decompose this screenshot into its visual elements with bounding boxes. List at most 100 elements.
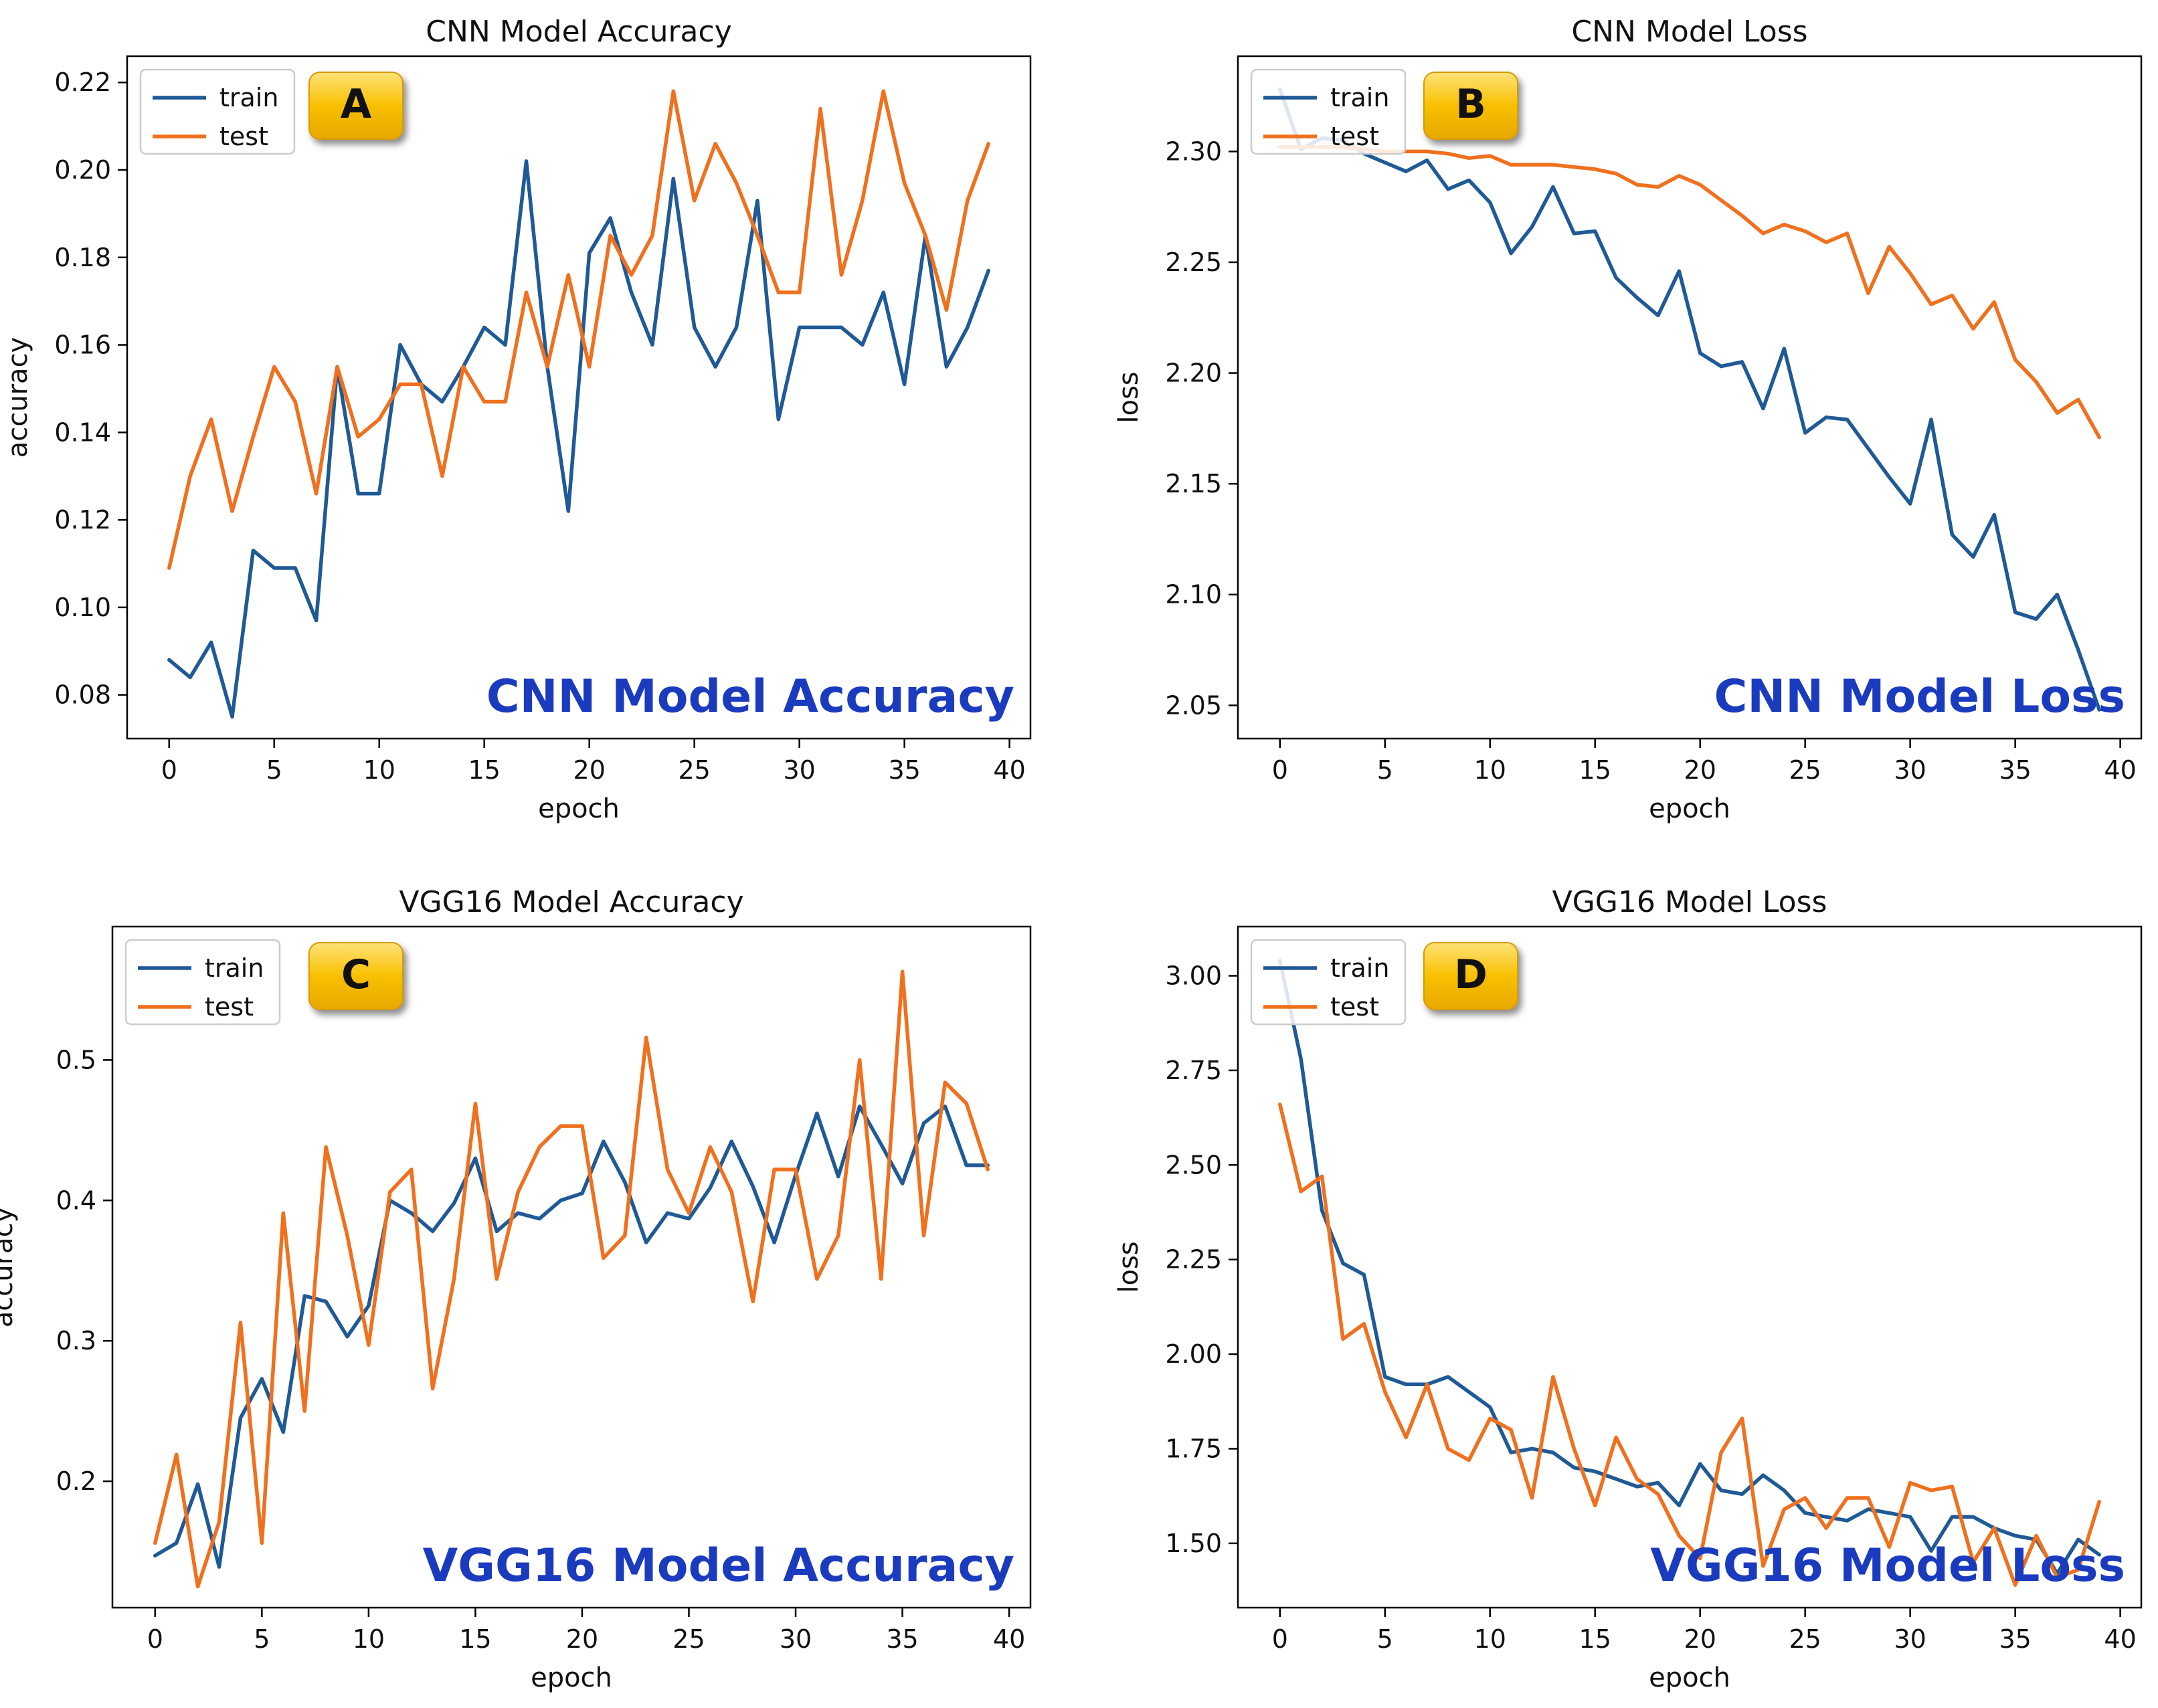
legend-label-train: train (1330, 953, 1389, 983)
x-tick-label: 5 (266, 755, 282, 785)
y-axis-label: loss (1113, 371, 1144, 423)
legend-label-test: test (1330, 992, 1379, 1022)
series-line-test (167, 89, 990, 570)
plot-frame (111, 925, 1032, 1609)
series-line-train (1278, 959, 2101, 1576)
legend-label-train: train (219, 83, 278, 112)
x-axis-label: epoch (531, 1663, 612, 1693)
badge-box (1423, 72, 1518, 140)
x-tick-label: 35 (1999, 1624, 2031, 1654)
legend: train test (1250, 939, 1407, 1026)
legend: train test (139, 68, 296, 155)
series-line-test (153, 969, 990, 1589)
series-line-test (1278, 1103, 2101, 1587)
x-tick-label: 30 (1894, 1624, 1926, 1654)
badge-box (1423, 942, 1518, 1010)
series-line-train (153, 1104, 990, 1569)
x-tick-label: 10 (1474, 755, 1506, 785)
badge-box (308, 72, 403, 140)
y-tick-label: 0.10 (54, 593, 111, 622)
x-tick-label: 0 (147, 1624, 163, 1654)
legend-label-test: test (1330, 122, 1379, 151)
y-tick-label: 0.3 (56, 1326, 96, 1355)
y-axis-label: accuracy (3, 337, 33, 458)
badge-letter: D (1454, 951, 1488, 998)
legend: train test (124, 939, 281, 1026)
series-line-train (1278, 87, 2101, 712)
y-tick-label: 0.22 (54, 68, 111, 97)
x-tick-label: 40 (2104, 755, 2136, 785)
y-tick-label: 0.18 (54, 243, 111, 272)
x-tick-label: 15 (1579, 755, 1611, 785)
x-tick-label: 20 (566, 1624, 598, 1654)
panel-caption: CNN Model Loss (1714, 670, 2125, 723)
chart-panel-a: CNN Model Accuracy 0 5 10 15 20 25 30 35 40 0.08 0.… (3, 15, 1032, 824)
x-tick-label: 20 (1684, 755, 1716, 785)
chart-title: CNN Model Accuracy (426, 15, 732, 49)
chart-title: VGG16 Model Loss (1552, 885, 1827, 919)
y-tick-label: 2.10 (1165, 580, 1222, 609)
legend-box (124, 939, 281, 1026)
x-tick-label: 0 (1272, 755, 1288, 785)
legend-label-train: train (205, 953, 264, 983)
chart-panel-c: VGG16 Model Accuracy 0 5 10 15 20 25 30 35 40 0.2 0… (0, 885, 1032, 1693)
x-tick-label: 0 (1272, 1624, 1288, 1654)
y-tick-label: 2.25 (1165, 248, 1222, 277)
y-tick-label: 2.75 (1165, 1056, 1222, 1085)
x-tick-label: 40 (2104, 1624, 2136, 1654)
series-line-test (1278, 145, 2101, 440)
chart-panel-b: CNN Model Loss 0 5 10 15 20 25 30 35 40 2.05 2.10 2.… (1113, 15, 2143, 824)
legend-box (1250, 68, 1407, 155)
x-tick-label: 30 (1894, 755, 1926, 785)
y-tick-label: 0.08 (54, 680, 111, 710)
x-axis-label: epoch (538, 793, 620, 824)
x-tick-label: 25 (1789, 755, 1821, 785)
y-tick-label: 0.2 (56, 1466, 96, 1496)
x-tick-label: 15 (468, 755, 501, 785)
series-group (1278, 959, 2101, 1587)
x-tick-label: 25 (1789, 1624, 1821, 1654)
chart-title: VGG16 Model Accuracy (399, 885, 743, 919)
x-tick-label: 40 (993, 755, 1025, 785)
badge-box (308, 942, 403, 1010)
x-tick-label: 15 (459, 1624, 491, 1654)
y-tick-label: 2.15 (1165, 469, 1222, 498)
panel-badge: A (308, 72, 403, 140)
x-axis-label: epoch (1649, 1663, 1730, 1693)
x-tick-label: 35 (886, 1624, 918, 1654)
chart-title: CNN Model Loss (1571, 15, 1807, 49)
panel-caption: CNN Model Accuracy (486, 670, 1014, 723)
legend-box (1250, 939, 1407, 1026)
x-tick-label: 25 (672, 1624, 705, 1654)
legend-label-train: train (1330, 83, 1389, 112)
series-group (1278, 87, 2101, 712)
x-tick-label: 5 (1377, 1624, 1393, 1654)
x-tick-label: 35 (888, 755, 920, 785)
x-tick-label: 30 (780, 1624, 812, 1654)
x-tick-label: 20 (1684, 1624, 1716, 1654)
panel-badge: D (1423, 942, 1518, 1010)
y-tick-label: 2.20 (1165, 359, 1222, 388)
y-tick-label: 0.20 (54, 155, 111, 185)
y-tick-label: 2.05 (1165, 690, 1222, 720)
y-tick-label: 0.5 (56, 1045, 96, 1074)
y-tick-label: 2.00 (1165, 1339, 1222, 1369)
x-tick-label: 35 (1999, 755, 2031, 785)
panel-badge: B (1423, 72, 1518, 140)
chart-panel-d: VGG16 Model Loss 0 5 10 15 20 25 30 35 40 1.50 1.75… (1113, 885, 2143, 1693)
plot-frame (1237, 55, 2143, 740)
panel-caption: VGG16 Model Accuracy (423, 1539, 1014, 1592)
x-tick-label: 0 (161, 755, 177, 785)
x-tick-label: 5 (1377, 755, 1393, 785)
y-tick-label: 0.12 (54, 505, 111, 535)
y-axis-label: accuracy (0, 1207, 19, 1327)
y-tick-label: 0.16 (54, 330, 111, 360)
y-tick-label: 2.30 (1165, 136, 1222, 166)
plot-frame (1237, 925, 2143, 1609)
panel-caption: VGG16 Model Loss (1650, 1539, 2125, 1592)
y-axis-label: loss (1113, 1241, 1144, 1293)
x-tick-label: 25 (678, 755, 710, 785)
x-tick-label: 20 (573, 755, 606, 785)
y-tick-label: 1.75 (1165, 1434, 1222, 1463)
